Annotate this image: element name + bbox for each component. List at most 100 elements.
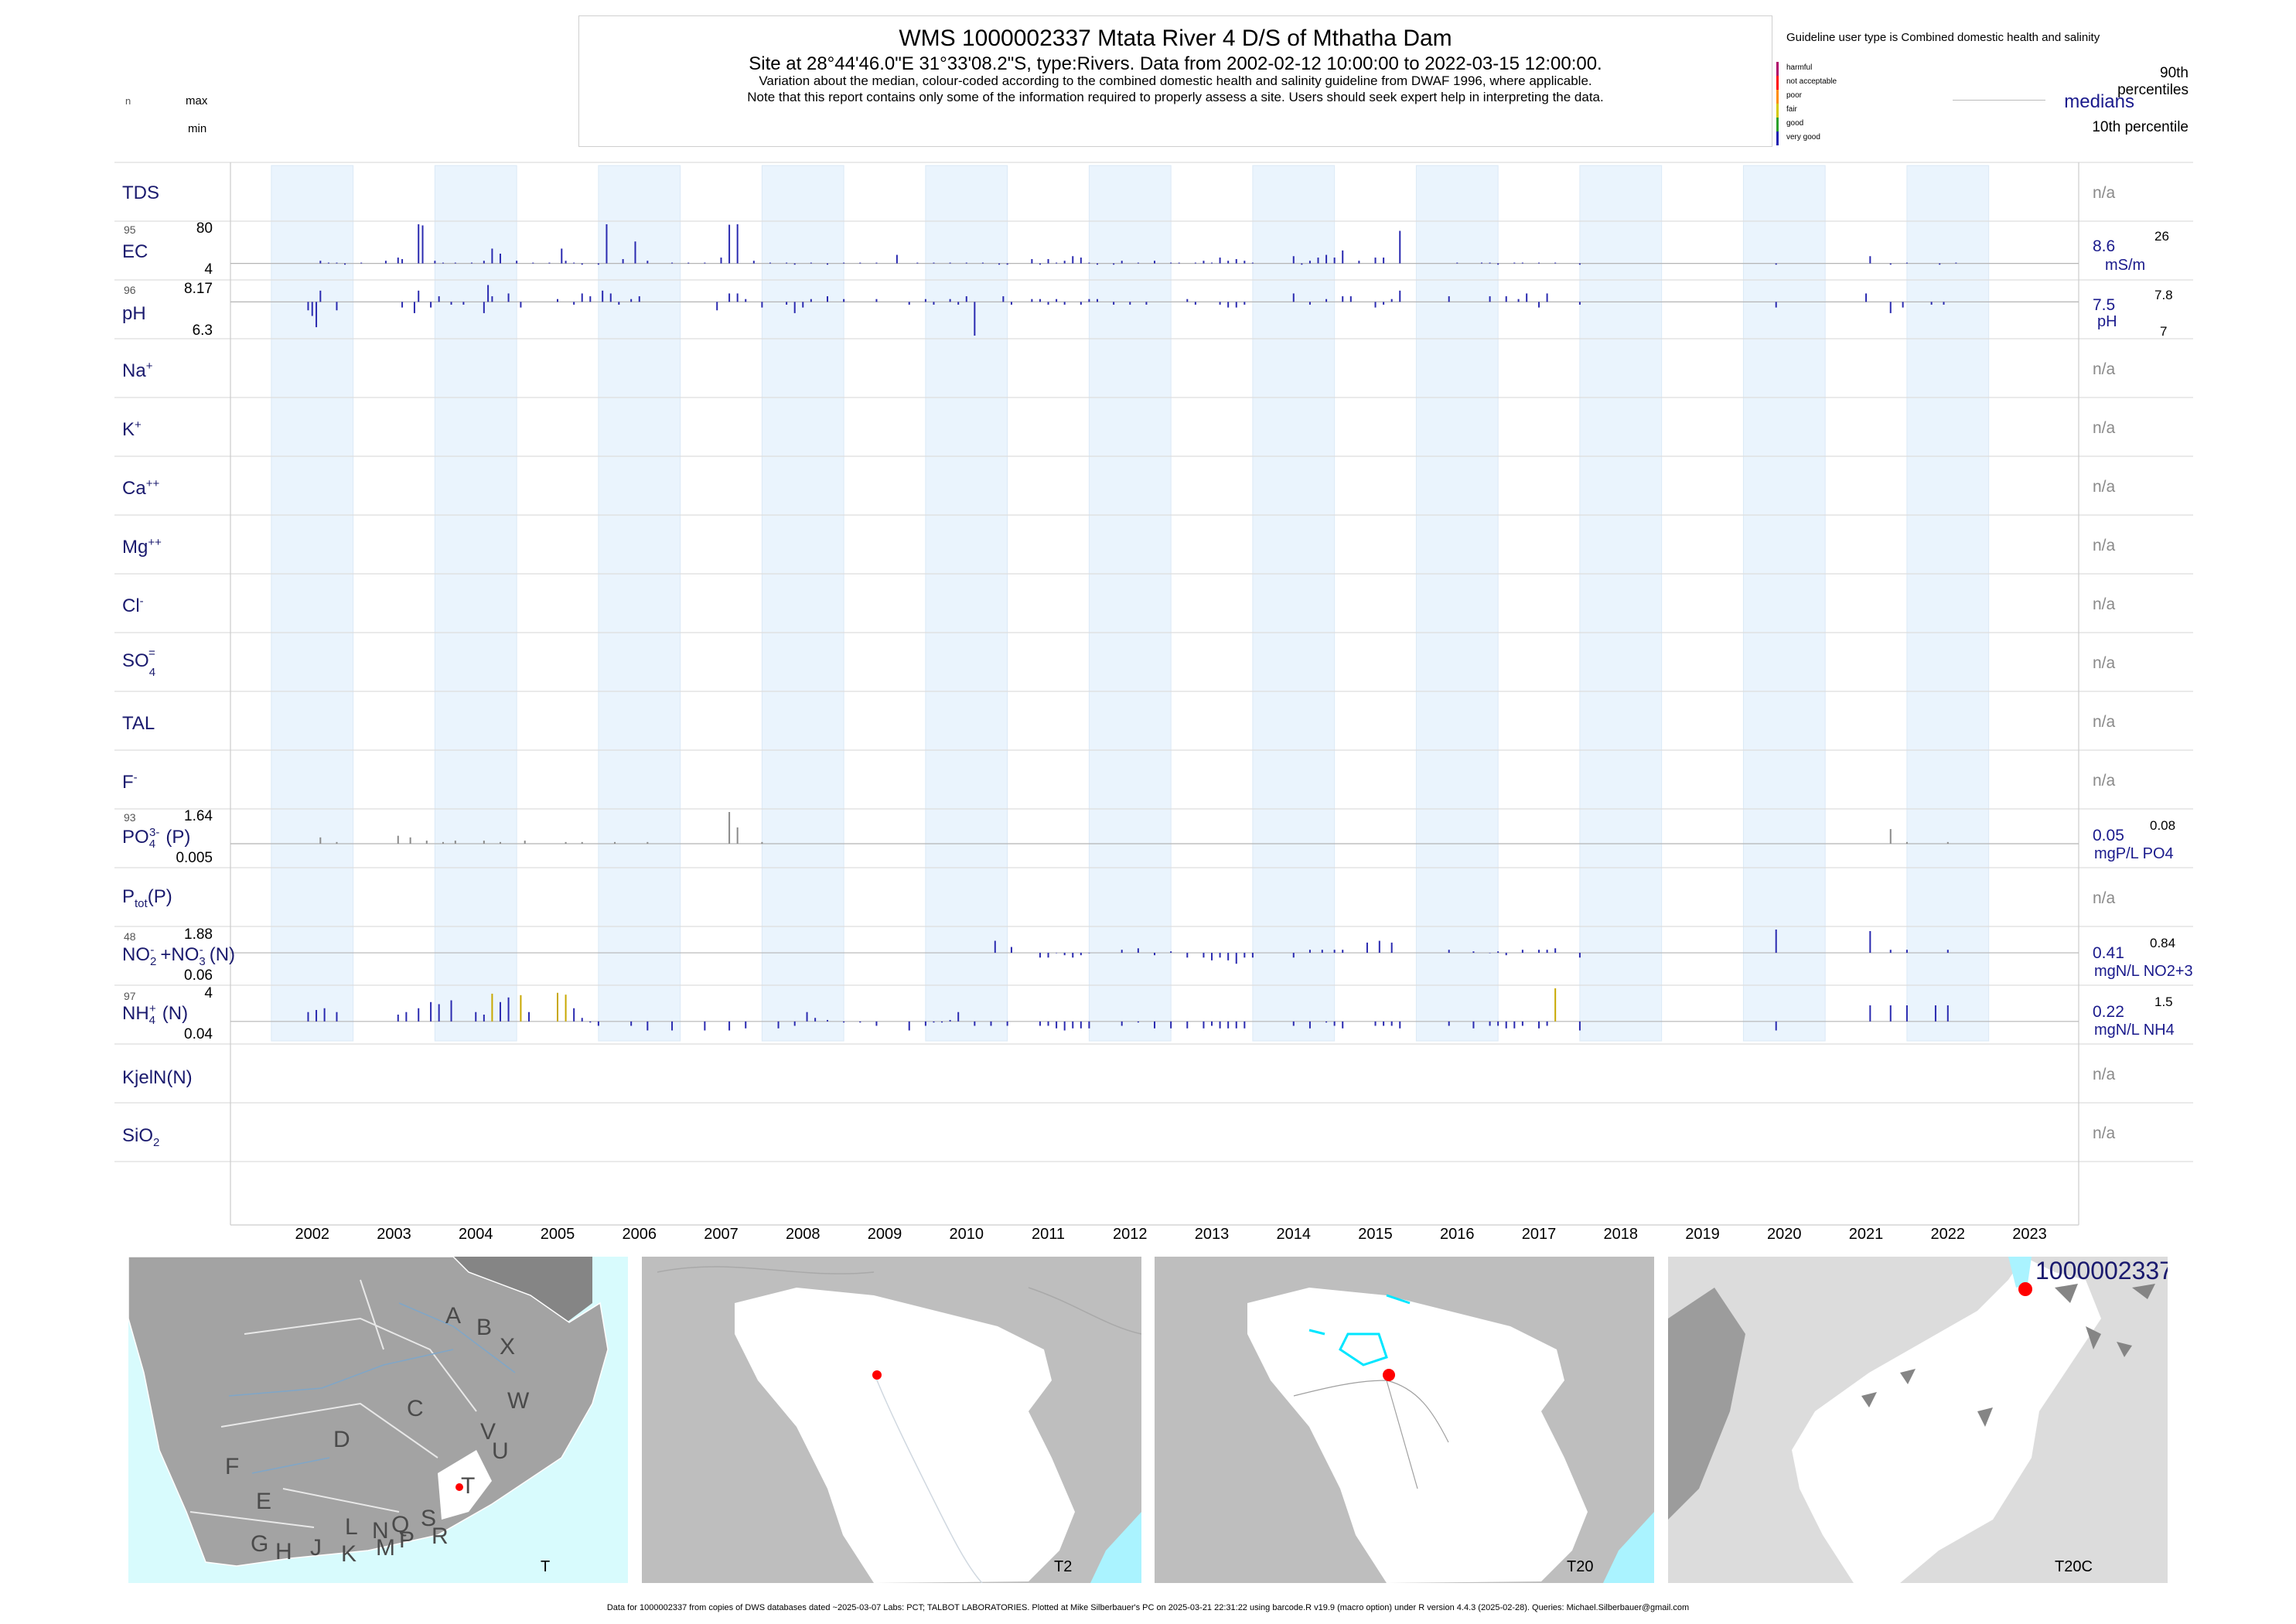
na-na: n/a [2093, 360, 2116, 378]
x-tick-2007: 2007 [704, 1226, 739, 1243]
x-tick-2014: 2014 [1277, 1226, 1312, 1243]
map-t2-svg [657, 1266, 1141, 1583]
ec-unit: mS/m [2105, 257, 2146, 274]
x-tick-2008: 2008 [786, 1226, 820, 1243]
map-t2-rivers [873, 1372, 983, 1583]
year-band-2012 [1088, 165, 1172, 1042]
map-rivers [228, 1302, 516, 1474]
map-label-secondary: T2 [1054, 1558, 1073, 1575]
x-tick-2021: 2021 [1849, 1226, 1884, 1243]
param-label-mg: Mg++ [122, 536, 162, 558]
mg-na: n/a [2093, 537, 2116, 554]
wma-letter-h: H [275, 1539, 292, 1564]
x-tick-2010: 2010 [950, 1226, 984, 1243]
map-site-marker [455, 1483, 463, 1491]
year-band-2020 [1742, 165, 1826, 1042]
chart-title: WMS 1000002337 Mtata River 4 D/S of Mtha… [899, 26, 1452, 51]
legend-label-1: not acceptable [1786, 77, 1837, 86]
ec-max: 80 [196, 220, 213, 237]
param-label-sio2: SiO2 [122, 1125, 160, 1149]
x-tick-2013: 2013 [1195, 1226, 1230, 1243]
no2no3-median: 0.41 [2093, 944, 2124, 962]
ec-median: 8.6 [2093, 237, 2116, 255]
x-tick-2012: 2012 [1113, 1226, 1148, 1243]
ph-p10: 7 [2160, 324, 2168, 339]
map-t20: T20 [1155, 1257, 1654, 1583]
x-tick-2005: 2005 [541, 1226, 575, 1243]
legend-label-3: fair [1786, 105, 1797, 114]
legend-swatch-3 [1776, 104, 1779, 118]
param-label-kjeln: KjelN(N) [122, 1067, 193, 1088]
map-t20-catchment [1247, 1288, 1588, 1583]
wma-letter-k: K [341, 1541, 357, 1567]
legend-swatch-0 [1776, 62, 1779, 76]
header-note-2: Note that this report contains only some… [747, 90, 1604, 104]
nh4-median: 0.22 [2093, 1003, 2124, 1021]
wma-letter-f: F [225, 1454, 240, 1479]
wma-letter-c: C [407, 1396, 424, 1421]
legend-label-2: poor [1786, 91, 1803, 100]
ph-max: 8.17 [184, 281, 213, 297]
year-band-2014 [1252, 165, 1336, 1042]
map-t20c-catchment [1792, 1257, 2101, 1583]
param-label-tal: TAL [122, 713, 155, 734]
sio2-na: n/a [2093, 1124, 2116, 1142]
ec-min: 4 [204, 261, 213, 278]
header-note-1: Variation about the median, colour-coded… [759, 73, 1592, 88]
year-band-2004 [434, 165, 517, 1042]
wma-letter-l: L [345, 1514, 358, 1540]
map-t2-catchment [735, 1288, 1075, 1583]
wma-letter-s: S [421, 1506, 437, 1531]
footer-note: Data for 1000002337 from copies of DWS d… [606, 1603, 1690, 1612]
wma-letter-g: G [251, 1531, 269, 1557]
param-label-so4: SO4= [122, 647, 156, 679]
column-header-n: n [125, 95, 131, 107]
year-band-2016 [1415, 165, 1499, 1042]
year-band-2018 [1579, 165, 1663, 1042]
x-tick-2023: 2023 [2012, 1226, 2047, 1243]
legend-swatch-5 [1776, 131, 1779, 145]
ptot-na: n/a [2093, 889, 2116, 907]
nh4-max: 4 [204, 985, 213, 1001]
po4-p90: 0.08 [2150, 818, 2176, 833]
param-label-f: F- [122, 771, 138, 793]
x-tick-2002: 2002 [295, 1226, 330, 1243]
wma-letter-n: N [372, 1518, 389, 1544]
po4-max: 1.64 [184, 808, 213, 824]
map-t20-site-marker [1383, 1369, 1395, 1381]
wma-letter-u: U [492, 1438, 509, 1464]
no2no3-min: 0.06 [184, 967, 213, 984]
map-t20c-site-marker [2018, 1282, 2032, 1296]
wma-letter-j: J [310, 1535, 322, 1561]
so4-na: n/a [2093, 654, 2116, 672]
legend-p90: 90th percentiles [2117, 65, 2189, 98]
map-t20c-dam [2008, 1257, 2032, 1288]
year-band-2008 [761, 165, 844, 1042]
x-tick-2019: 2019 [1685, 1226, 1720, 1243]
map-t2: T2 [642, 1257, 1141, 1583]
wma-letter-d: D [333, 1427, 350, 1452]
wma-letter-w: W [507, 1388, 530, 1414]
wma-letter-e: E [256, 1489, 272, 1514]
param-label-k: K+ [122, 418, 142, 440]
map-t20c: T20C 1000002337 [1668, 1257, 2168, 1583]
wma-letter-a: A [445, 1303, 462, 1329]
map-t20-svg [1247, 1288, 1654, 1583]
legend-median-line [1953, 100, 2045, 101]
map-t20-sea [1603, 1512, 1654, 1583]
k-na: n/a [2093, 419, 2116, 437]
param-label-cl: Cl- [122, 595, 144, 616]
legend-p10: 10th percentile [2092, 119, 2189, 135]
wma-letter-v: V [480, 1419, 496, 1445]
legend-label-0: harmful [1786, 63, 1813, 72]
param-label-ec: EC [122, 241, 148, 262]
po4-unit: mgP/L PO4 [2094, 845, 2174, 862]
legend-label-4: good [1786, 119, 1804, 128]
map-site-id-label: 1000002337 [2035, 1257, 2168, 1285]
ph-unit: pH [2097, 313, 2117, 330]
param-label-ph: pH [122, 303, 146, 324]
x-tick-2004: 2004 [459, 1226, 493, 1243]
tal-na: n/a [2093, 713, 2116, 731]
cl-na: n/a [2093, 595, 2116, 613]
wma-letter-r: R [432, 1523, 449, 1549]
